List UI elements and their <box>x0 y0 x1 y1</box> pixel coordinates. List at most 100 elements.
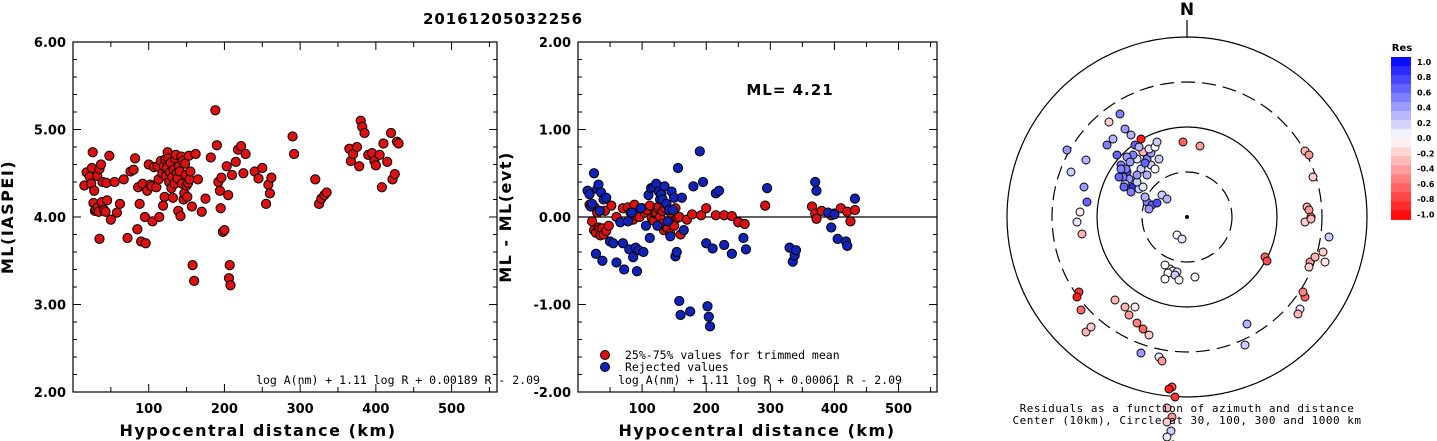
data-point-series-0 <box>845 216 856 227</box>
residual-vs-distance-panel: 100 200 300 400 500 2.00 1.00 0.00 -1.00 -2.00 ML… <box>496 36 938 440</box>
data-point-series-0 <box>154 211 165 223</box>
data-point-series-0 <box>205 152 216 163</box>
ml-annotation: ML= 4.21 <box>746 81 833 99</box>
station-point <box>1086 322 1096 332</box>
data-point-series-0 <box>221 161 232 172</box>
data-point-series-1 <box>675 309 686 321</box>
station-point <box>1162 194 1172 204</box>
data-point-series-0 <box>695 210 707 221</box>
legend-marker-trimmed <box>600 350 610 360</box>
x-tick-label: 300 <box>757 402 784 417</box>
station-point <box>1120 124 1130 134</box>
data-point-series-0 <box>95 159 107 170</box>
data-point-series-0 <box>260 198 272 209</box>
colorbar-swatch <box>1391 210 1411 220</box>
data-point-series-1 <box>619 264 630 275</box>
station-point <box>1162 403 1172 413</box>
colorbar-tick-labels: 1.0 0.8 0.6 0.4 0.2 0.0 -0.2 -0.4 -0.6 -0.8 -1.0 <box>1417 58 1435 219</box>
colorbar-swatches <box>1391 57 1411 220</box>
data-point-series-1 <box>688 181 699 192</box>
data-point-series-1 <box>678 225 689 236</box>
data-point-series-0 <box>105 214 116 225</box>
station-point <box>1174 275 1184 285</box>
colorbar-swatch <box>1391 192 1411 202</box>
data-point-series-0 <box>376 182 388 193</box>
legend-label-rejected: Rejected values <box>625 360 729 374</box>
data-point-series-1 <box>601 192 612 203</box>
station-point <box>1170 392 1180 402</box>
x-tick-label: 200 <box>693 402 720 417</box>
data-point-series-0 <box>132 224 143 235</box>
data-point-series-0 <box>603 220 614 231</box>
station-point <box>1144 204 1154 214</box>
caption-line-2: Center (10km), Circle at 30, 100, 300 an… <box>1012 414 1361 427</box>
data-point-series-1 <box>842 240 853 251</box>
data-point-series-0 <box>240 148 251 160</box>
data-point-series-1 <box>622 216 634 227</box>
data-point-series-0 <box>726 211 737 222</box>
data-point-series-1 <box>762 183 773 194</box>
data-point-series-0 <box>167 192 179 203</box>
legend-label-trimmed: 25%-75% values for trimmed mean <box>625 348 840 362</box>
data-point-series-1 <box>608 238 619 249</box>
station-point <box>1152 137 1162 147</box>
data-point-series-1 <box>704 321 716 332</box>
colorbar-tick-label: 0.6 <box>1417 88 1432 97</box>
data-point-series-0 <box>140 238 151 249</box>
data-point-series-1 <box>667 204 678 216</box>
x-tick-label: 400 <box>362 402 389 417</box>
data-point-series-0 <box>701 203 712 214</box>
x-tick-label: 100 <box>135 402 162 417</box>
station-point <box>1177 234 1187 244</box>
y-tick-label: 5.00 <box>34 124 66 139</box>
data-point-series-1 <box>640 220 652 231</box>
data-point-series-1 <box>671 246 682 258</box>
data-point-series-0 <box>118 174 129 185</box>
station-point <box>1112 150 1122 160</box>
station-point <box>1125 157 1135 167</box>
data-point-series-0 <box>811 213 822 224</box>
y-tick-label: -1.00 <box>534 299 571 314</box>
data-point-series-0 <box>196 206 207 217</box>
colorbar-title: Res <box>1392 43 1412 54</box>
station-point <box>1142 170 1152 180</box>
data-point-series-0 <box>139 211 151 223</box>
station-point <box>1130 302 1140 312</box>
data-point-series-0 <box>230 156 241 167</box>
data-point-series-1 <box>829 209 840 220</box>
colorbar-tick-label: -1.0 <box>1417 210 1435 219</box>
data-point-series-0 <box>190 148 201 160</box>
data-point-series-0 <box>114 198 126 209</box>
data-point-series-1 <box>626 207 637 218</box>
magnitude-vs-distance-panel: 100 200 300 400 500 6.00 5.00 4.00 3.00 2.00 Hypo… <box>0 36 540 440</box>
station-point <box>1066 167 1076 177</box>
station-point <box>1108 134 1118 144</box>
data-point-series-1 <box>631 266 643 277</box>
station-point <box>1150 164 1160 174</box>
data-point-series-1 <box>685 306 696 317</box>
plot-frame <box>72 41 498 393</box>
data-point-series-1 <box>826 222 837 233</box>
y-tick-label: 1.00 <box>539 124 571 139</box>
data-point-series-0 <box>111 207 123 218</box>
station-point <box>1114 172 1124 182</box>
data-point-series-0 <box>849 204 861 216</box>
data-point-series-0 <box>159 191 170 202</box>
station-point <box>1262 256 1272 266</box>
station-point <box>1119 182 1129 192</box>
epicenter-marker <box>1185 215 1189 219</box>
data-points <box>79 105 404 291</box>
data-point-series-1 <box>811 185 822 196</box>
caption-line-1: Residuals as a function of azimuth and d… <box>1020 402 1355 415</box>
station-point <box>1324 232 1334 242</box>
colorbar-tick-label: 0.4 <box>1417 104 1432 113</box>
ring-100km <box>1096 126 1278 308</box>
station-point <box>1104 117 1114 127</box>
data-point-series-0 <box>219 225 230 236</box>
data-point-series-0 <box>192 174 204 185</box>
colorbar-tick-label: 0.0 <box>1417 134 1432 143</box>
data-point-series-1 <box>672 162 684 174</box>
data-point-series-1 <box>594 205 605 216</box>
station-point <box>1293 309 1303 319</box>
figure-title: 20161205032256 <box>423 10 583 28</box>
